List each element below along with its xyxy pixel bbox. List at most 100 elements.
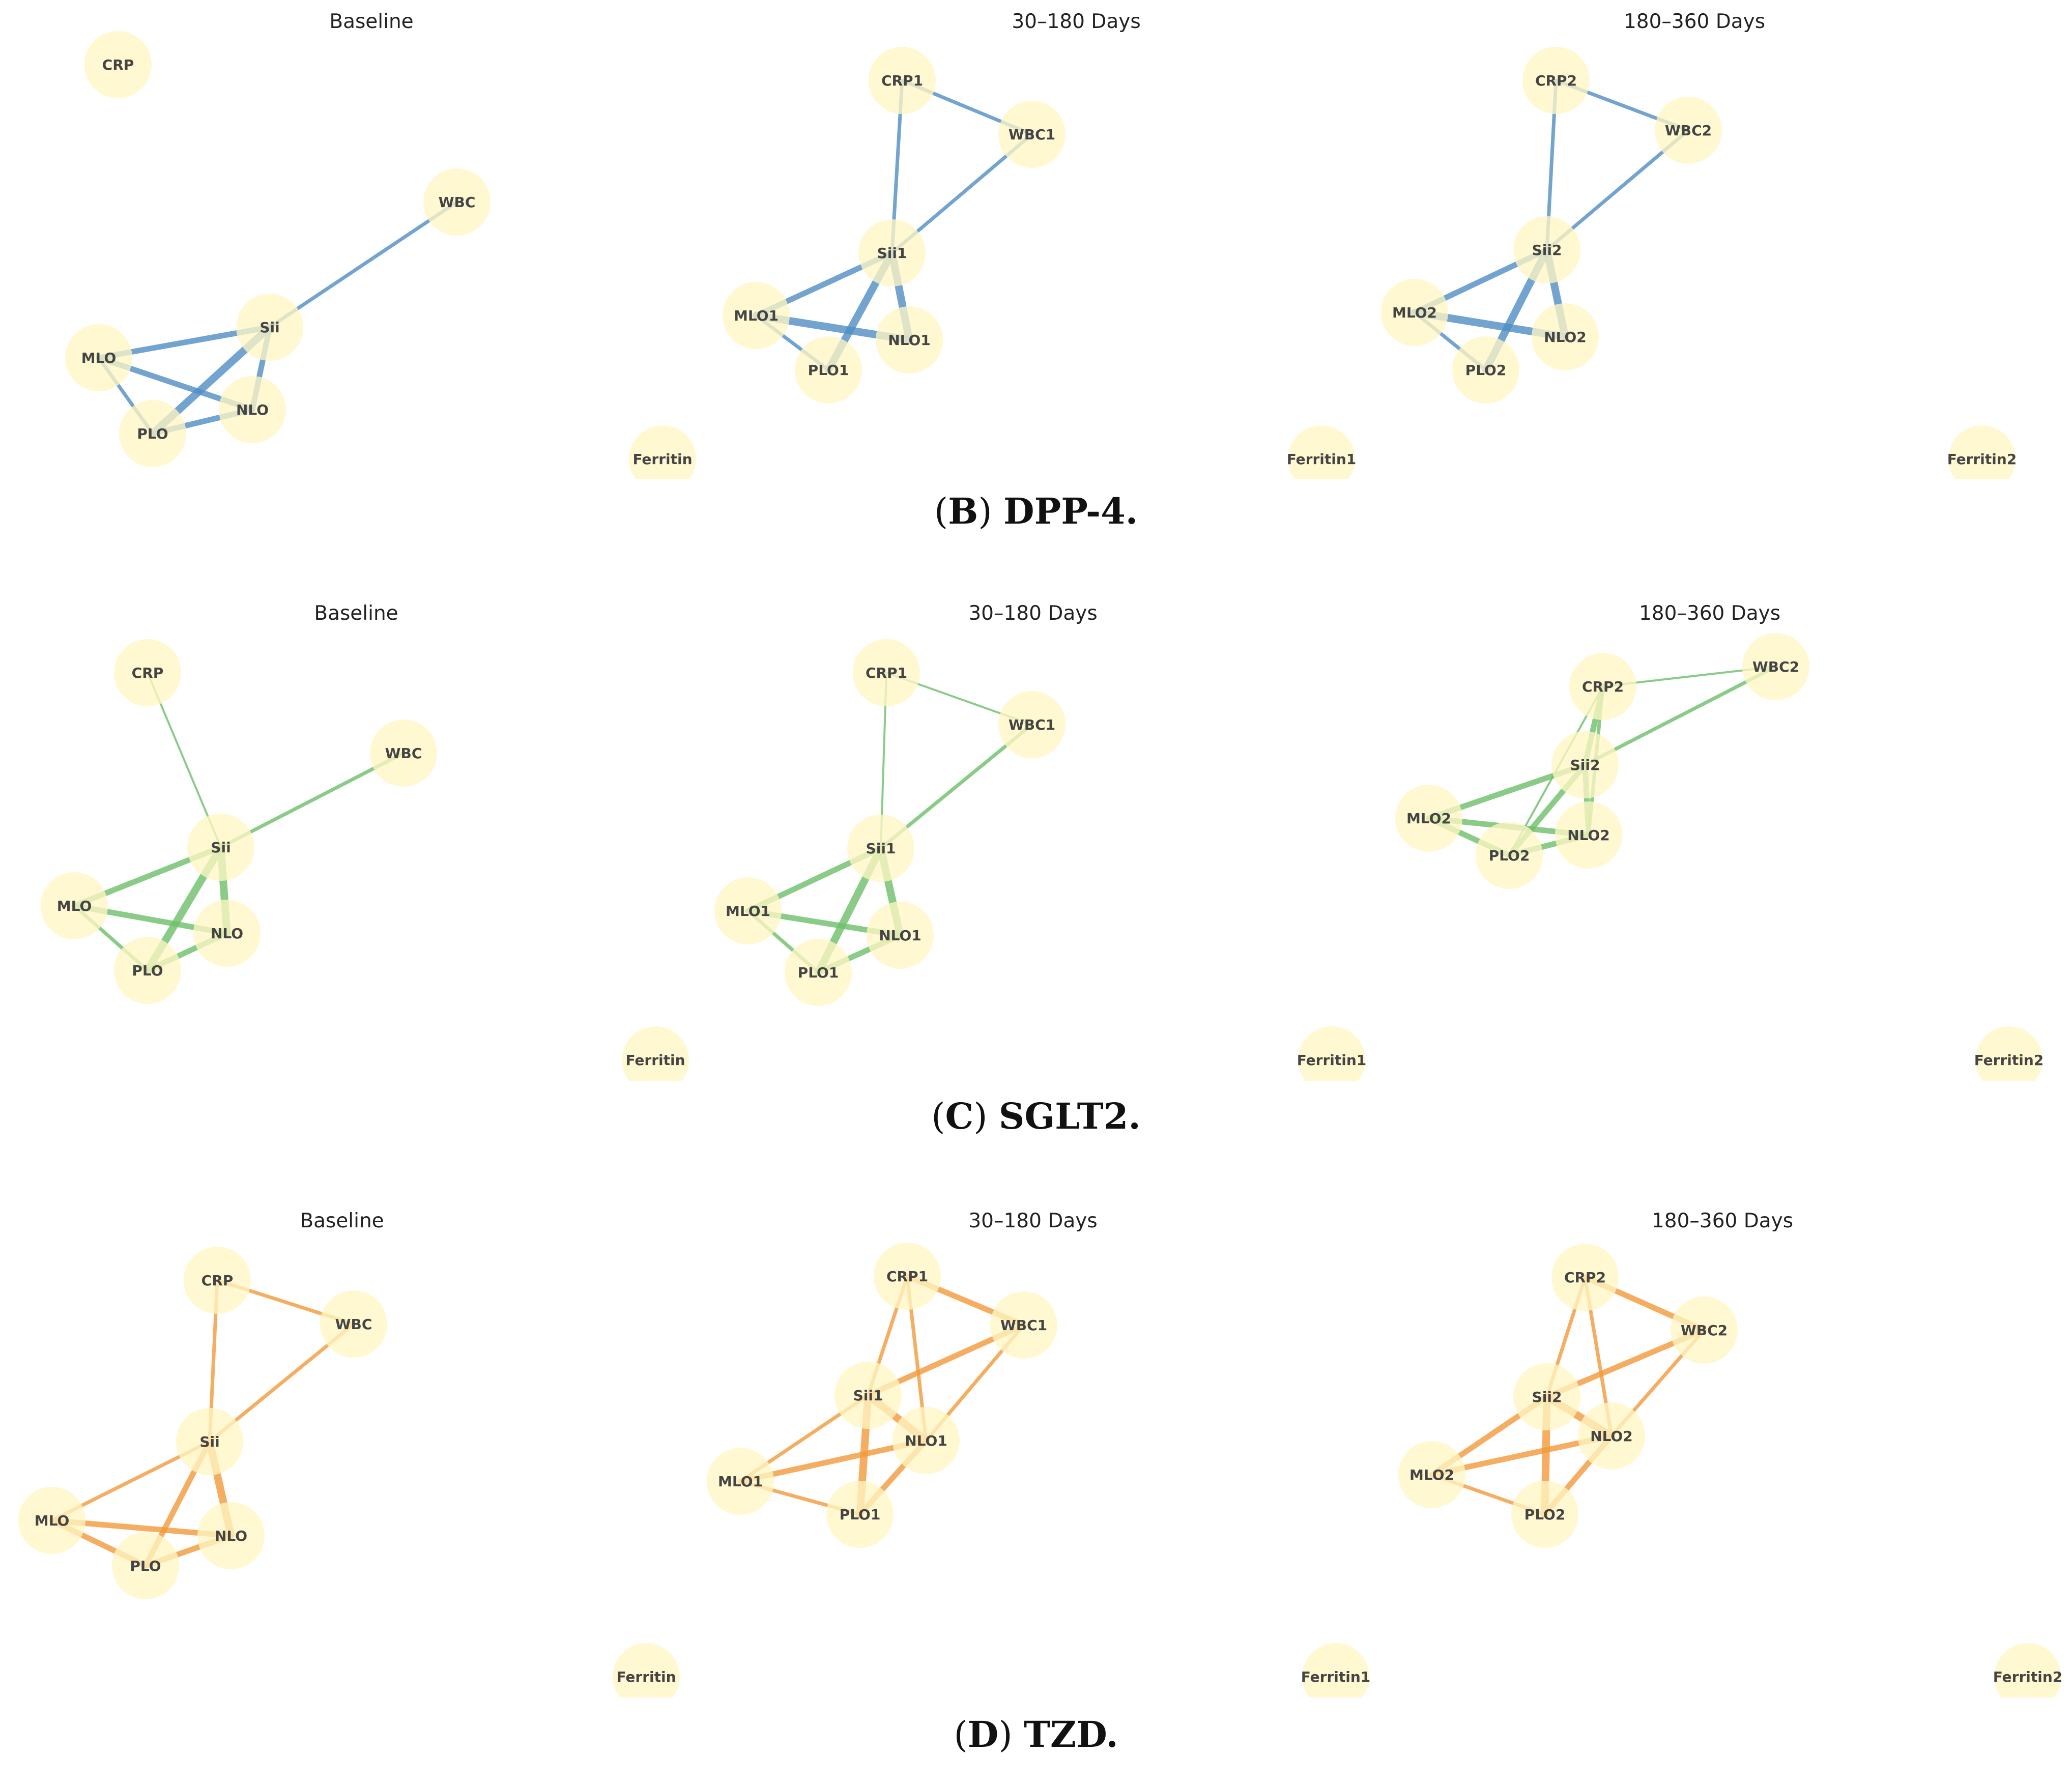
node-label: CRP1 xyxy=(881,72,923,89)
node-MLO xyxy=(18,1487,85,1554)
node-label: PLO xyxy=(132,962,163,979)
panel-title: 180–360 Days xyxy=(1652,1210,1793,1232)
node-PLO xyxy=(119,400,186,467)
node-label: WBC xyxy=(385,745,422,762)
caption-name: TZD. xyxy=(1024,1713,1118,1756)
node-Ferritin1 xyxy=(1302,1643,1369,1698)
panel-caption: (C) SGLT2. xyxy=(931,1095,1141,1137)
node-label: MLO xyxy=(57,898,92,914)
node-Ferritin2 xyxy=(1975,1026,2042,1081)
node-label: WBC1 xyxy=(1000,1317,1047,1334)
node-PLO1 xyxy=(826,1481,894,1548)
node-PLO xyxy=(114,937,181,1004)
node-label: Sii2 xyxy=(1532,1389,1562,1405)
node-label: PLO1 xyxy=(798,964,839,981)
node-label: PLO1 xyxy=(840,1506,881,1523)
node-Ferritin1 xyxy=(1288,425,1355,479)
edge-Sii-WBC xyxy=(268,200,459,329)
node-MLO2 xyxy=(1398,1441,1465,1508)
node-label: CRP2 xyxy=(1535,72,1577,89)
node-WBC1 xyxy=(990,1291,1057,1359)
node-label: MLO2 xyxy=(1406,810,1451,827)
node-CRP1 xyxy=(869,47,936,114)
panel-title: 30–180 Days xyxy=(1012,10,1140,33)
edge-WBC-Sii xyxy=(219,751,406,849)
node-label: Sii2 xyxy=(1570,757,1600,773)
node-label: CRP2 xyxy=(1582,678,1624,695)
network-panel: 30–180 Days CRP1 WBC1 Sii1 MLO1 PLO1 NLO1 Ferri… xyxy=(714,602,1367,1081)
node-NLO xyxy=(193,900,261,967)
node-label: MLO xyxy=(81,350,117,366)
panel-group-d: Baseline CRP WBC Sii MLO PLO NLO Ferritin 30–180… xyxy=(18,1210,2063,1698)
node-CRP xyxy=(184,1247,251,1314)
node-PLO1 xyxy=(785,939,852,1006)
node-layer: CRP1 WBC1 Sii1 MLO1 PLO1 NLO1 Ferritin1 xyxy=(707,1243,1371,1698)
node-label: Sii1 xyxy=(877,245,907,262)
node-Ferritin xyxy=(613,1643,680,1698)
node-WBC1 xyxy=(998,691,1066,758)
node-label: Ferritin1 xyxy=(1297,1052,1367,1069)
caption-letter: B xyxy=(948,490,978,532)
node-CRP2 xyxy=(1569,653,1636,720)
node-layer: CRP WBC Sii MLO PLO NLO Ferritin xyxy=(18,1247,680,1698)
node-WBC2 xyxy=(1742,633,1809,700)
node-label: PLO2 xyxy=(1524,1506,1566,1523)
node-Ferritin xyxy=(622,1026,689,1081)
network-panel: 180–360 Days CRP2 WBC2 Sii2 MLO2 PLO2 NLO2 Ferr… xyxy=(1381,10,2017,479)
panel-title: 30–180 Days xyxy=(968,1210,1097,1232)
node-label: MLO1 xyxy=(726,903,770,919)
edge-WBC2-Sii2 xyxy=(1583,665,1778,767)
node-PLO2 xyxy=(1452,336,1519,404)
node-CRP2 xyxy=(1522,47,1590,114)
node-label: NLO1 xyxy=(905,1432,947,1449)
node-label: NLO2 xyxy=(1567,827,1610,844)
node-layer: CRP1 WBC1 Sii1 MLO1 PLO1 NLO1 Ferritin1 xyxy=(723,47,1357,479)
node-label: NLO2 xyxy=(1590,1428,1633,1445)
node-layer: CRP WBC Sii MLO PLO NLO Ferritin xyxy=(65,31,696,479)
node-label: CRP xyxy=(102,56,134,73)
panel-group-c: Baseline CRP WBC Sii MLO PLO NLO Ferritin 30–180… xyxy=(41,602,2044,1081)
node-label: MLO xyxy=(35,1512,70,1529)
panel-title: Baseline xyxy=(314,602,398,625)
panel-title: 180–360 Days xyxy=(1624,10,1765,33)
node-label: MLO2 xyxy=(1392,304,1437,321)
node-CRP1 xyxy=(874,1243,941,1310)
node-label: Ferritin2 xyxy=(1947,451,2017,468)
caption-name: DPP-4. xyxy=(1003,490,1138,532)
node-Sii2 xyxy=(1513,216,1580,283)
node-NLO1 xyxy=(867,902,934,969)
node-label: WBC2 xyxy=(1752,658,1799,675)
panel-caption: (D) TZD. xyxy=(954,1713,1118,1756)
node-label: Ferritin1 xyxy=(1287,451,1357,468)
node-label: CRP2 xyxy=(1564,1269,1606,1286)
node-Sii1 xyxy=(858,219,926,286)
node-label: WBC1 xyxy=(1009,716,1055,733)
node-label: CRP xyxy=(202,1272,234,1289)
node-label: Ferritin2 xyxy=(1993,1669,2063,1685)
node-label: WBC2 xyxy=(1665,122,1712,139)
node-label: CRP1 xyxy=(866,665,907,681)
node-Sii xyxy=(187,814,254,881)
node-MLO1 xyxy=(707,1448,774,1515)
node-CRP1 xyxy=(853,639,920,706)
node-WBC2 xyxy=(1655,97,1722,164)
node-label: MLO1 xyxy=(734,307,779,324)
panel-title: Baseline xyxy=(300,1210,384,1232)
network-panel: 30–180 Days CRP1 WBC1 Sii1 MLO1 PLO1 NLO1 Ferri… xyxy=(707,1210,1371,1698)
node-label: CRP1 xyxy=(886,1268,928,1285)
node-NLO xyxy=(197,1502,265,1569)
node-label: Ferritin xyxy=(625,1052,685,1069)
node-NLO2 xyxy=(1578,1402,1645,1470)
node-Ferritin xyxy=(629,425,696,479)
node-label: NLO xyxy=(215,1528,247,1544)
node-label: PLO xyxy=(137,425,168,442)
node-label: Ferritin1 xyxy=(1301,1669,1371,1685)
node-PLO1 xyxy=(795,336,862,404)
node-Sii xyxy=(236,294,303,361)
node-NLO2 xyxy=(1532,303,1599,370)
node-label: Ferritin2 xyxy=(1974,1052,2044,1069)
node-layer: CRP2 WBC2 Sii2 MLO2 PLO2 NLO2 Ferritin2 xyxy=(1395,633,2044,1081)
node-PLO2 xyxy=(1511,1481,1578,1548)
panel-group-b: Baseline CRP WBC Sii MLO PLO NLO Ferritin 30–180… xyxy=(65,10,2017,479)
node-label: NLO1 xyxy=(888,332,931,349)
